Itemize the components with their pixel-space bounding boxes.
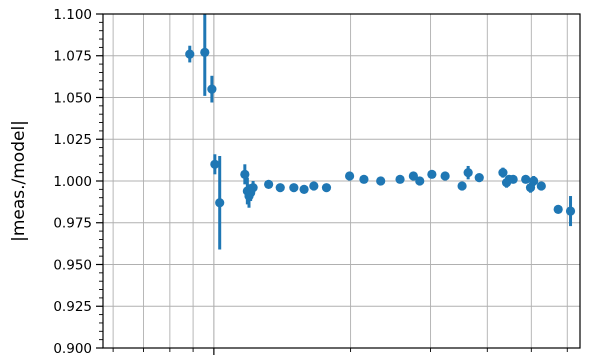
data-point	[553, 204, 563, 214]
data-point	[395, 174, 405, 184]
data-point	[264, 179, 274, 189]
data-point	[200, 47, 210, 58]
data-point	[463, 168, 473, 178]
data-point	[215, 198, 225, 208]
data-point	[457, 181, 467, 191]
y-tick-label: 1.025	[53, 132, 92, 148]
data-point	[210, 159, 220, 169]
data-point	[427, 169, 437, 179]
data-point	[309, 181, 319, 191]
y-axis-ticks	[96, 13, 103, 349]
data-point	[529, 176, 539, 186]
data-point	[498, 168, 508, 178]
data-point	[376, 176, 386, 186]
data-point	[521, 174, 531, 184]
y-tick-label: 0.975	[53, 216, 92, 232]
data-point	[415, 176, 425, 186]
y-tick-label: 1.050	[53, 90, 92, 106]
x-axis-ticks	[112, 348, 568, 355]
y-tick-label: 1.100	[53, 7, 92, 23]
y-axis-label: |meas./model|	[9, 120, 29, 242]
data-point	[344, 171, 355, 181]
data-point	[474, 173, 484, 183]
data-point	[408, 171, 418, 181]
data-point	[508, 174, 518, 184]
data-point	[321, 183, 332, 193]
y-tick-labels: 0.900 0.925 0.950 0.975 1.000 1.025 1.050 1.075…	[53, 7, 92, 356]
data-point	[240, 169, 250, 179]
y-tick-label: 0.950	[53, 257, 92, 273]
data-point	[299, 184, 309, 194]
data-point	[275, 183, 285, 193]
data-point	[565, 206, 576, 216]
y-tick-label: 0.925	[53, 299, 92, 315]
data-point	[440, 171, 450, 181]
data-point	[248, 183, 258, 193]
data-point	[536, 181, 546, 191]
data-point	[207, 84, 217, 94]
y-tick-label: 1.075	[53, 49, 92, 65]
y-tick-label: 0.900	[53, 341, 92, 356]
data-point	[289, 183, 299, 193]
data-point	[185, 49, 195, 59]
data-point	[359, 174, 369, 184]
data-points	[185, 47, 576, 216]
y-tick-label: 1.000	[53, 174, 92, 190]
